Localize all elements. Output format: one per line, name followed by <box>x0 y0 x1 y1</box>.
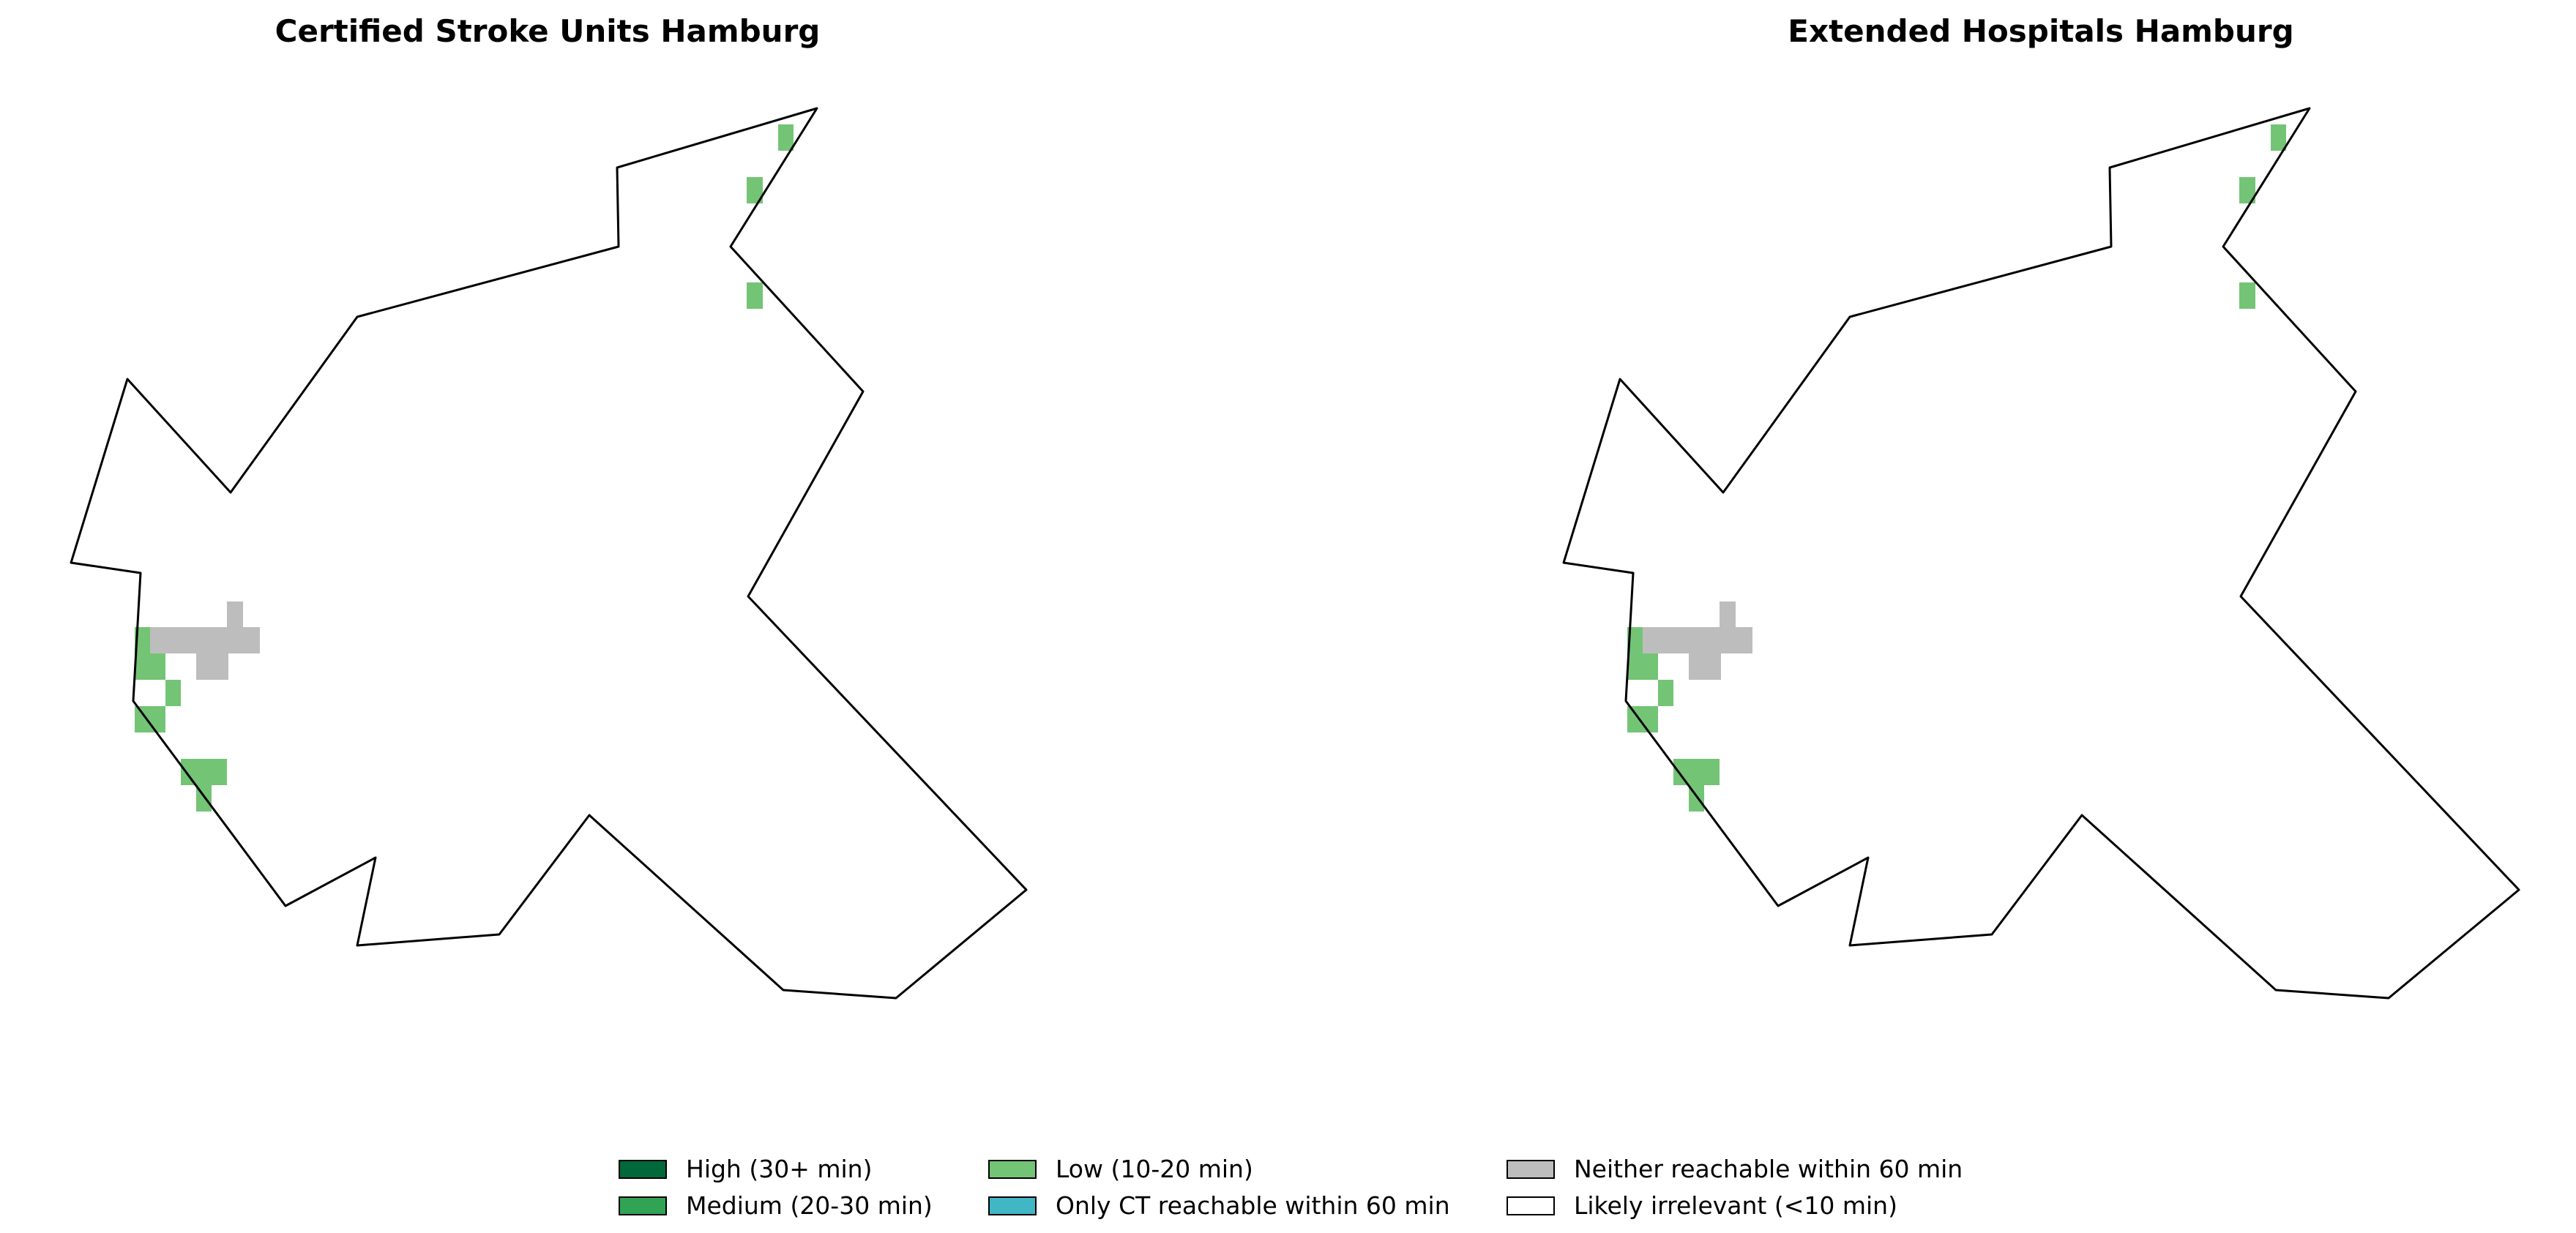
left-map-title: Certified Stroke Units Hamburg <box>275 13 821 49</box>
hamburg-boundary-right <box>1562 107 2520 1000</box>
cell-low <box>181 759 227 785</box>
legend: High (30+ min) Medium (20-30 min) Low (1… <box>0 1146 2576 1226</box>
cell-neither <box>227 601 243 628</box>
cell-low <box>747 177 763 203</box>
cell-low <box>135 627 150 653</box>
cell-low <box>1627 627 1643 653</box>
legend-item-irrelevant: Likely irrelevant (<10 min) <box>1507 1191 1897 1220</box>
cell-neither <box>196 653 228 680</box>
legend-item-neither: Neither reachable within 60 min <box>1507 1155 1963 1183</box>
legend-label-neither: Neither reachable within 60 min <box>1574 1155 1963 1183</box>
hamburg-boundary-left <box>70 107 1028 1000</box>
cell-low <box>747 282 763 309</box>
cell-low <box>1627 653 1658 680</box>
legend-item-ct-only: Only CT reachable within 60 min <box>988 1191 1450 1220</box>
right-map <box>1562 107 2520 1000</box>
legend-swatch-medium <box>619 1196 667 1215</box>
cell-low <box>778 124 794 151</box>
legend-label-ct-only: Only CT reachable within 60 min <box>1056 1191 1450 1220</box>
cell-low <box>2271 124 2286 151</box>
cell-low <box>2239 282 2255 309</box>
cell-neither <box>150 627 260 653</box>
cell-neither <box>1689 653 1721 680</box>
cell-low <box>165 680 181 706</box>
right-grid-cells <box>1627 124 2286 812</box>
legend-label-medium: Medium (20-30 min) <box>686 1191 933 1220</box>
legend-swatch-ct-only <box>988 1196 1037 1215</box>
legend-swatch-low <box>988 1159 1037 1179</box>
left-grid-cells <box>135 124 794 812</box>
legend-item-high: High (30+ min) <box>619 1155 872 1183</box>
legend-item-medium: Medium (20-30 min) <box>619 1191 933 1220</box>
left-white-cells <box>135 680 165 706</box>
cell-low <box>2239 177 2255 203</box>
legend-label-low: Low (10-20 min) <box>1056 1155 1253 1183</box>
legend-label-high: High (30+ min) <box>686 1155 873 1183</box>
cell-irrelevant <box>1627 680 1658 706</box>
cell-low <box>1673 759 1720 785</box>
cell-neither <box>1643 627 1752 653</box>
cell-irrelevant <box>135 680 165 706</box>
cell-neither <box>1720 601 1736 628</box>
cell-low <box>1658 680 1673 706</box>
legend-swatch-neither <box>1507 1159 1555 1179</box>
right-white-cells <box>1627 680 1658 706</box>
cell-low <box>135 653 165 680</box>
legend-swatch-irrelevant <box>1507 1196 1555 1215</box>
left-map <box>70 107 1028 1000</box>
legend-swatch-high <box>619 1159 667 1179</box>
legend-item-low: Low (10-20 min) <box>988 1155 1253 1183</box>
right-map-title: Extended Hospitals Hamburg <box>1788 13 2294 49</box>
legend-label-irrelevant: Likely irrelevant (<10 min) <box>1574 1191 1897 1220</box>
